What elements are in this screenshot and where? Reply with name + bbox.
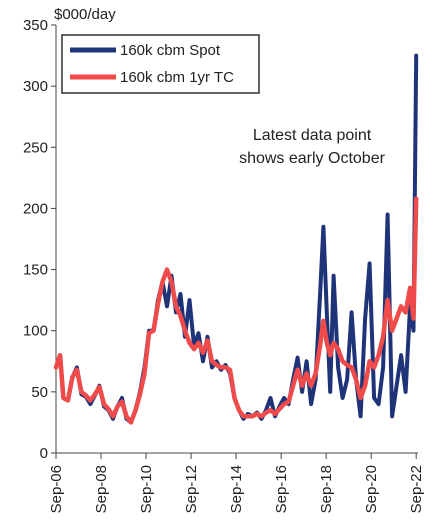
y-tick-label: 150	[23, 262, 48, 279]
x-tick-label: Sep-16	[273, 465, 290, 513]
series-lines	[53, 53, 419, 425]
legend-label-spot: 160k cbm Spot	[120, 42, 221, 59]
y-tick-label: 250	[23, 139, 48, 156]
y-tick-label: 200	[23, 200, 48, 217]
y-axis: 0 50 100 150 200 250 300 350	[23, 17, 57, 462]
x-tick-label: Sep-14	[228, 465, 245, 513]
annotation: Latest data point shows early October	[239, 127, 386, 167]
series-line-tc	[53, 196, 419, 425]
unit-label: $000/day	[54, 6, 116, 23]
annotation-line-2: shows early October	[239, 150, 386, 167]
y-tick-label: 100	[23, 323, 48, 340]
x-tick-label: Sep-10	[138, 465, 155, 513]
annotation-line-1: Latest data point	[253, 127, 372, 144]
y-tick-label: 350	[23, 17, 48, 34]
y-tick-label: 50	[31, 384, 48, 401]
series-line-spot	[54, 53, 419, 425]
y-tick-label: 0	[40, 445, 48, 462]
x-tick-label: Sep-22	[408, 465, 425, 513]
x-tick-label: Sep-08	[93, 465, 110, 513]
x-axis: Sep-06 Sep-08 Sep-10 Sep-12 Sep-14 Sep-16 Sep-…	[48, 452, 425, 513]
x-tick-label: Sep-18	[318, 465, 335, 513]
x-tick-label: Sep-20	[363, 465, 380, 513]
legend-box	[61, 34, 260, 94]
x-tick-label: Sep-12	[183, 465, 200, 513]
legend: 160k cbm Spot 160k cbm 1yr TC	[61, 34, 260, 94]
y-tick-label: 300	[23, 78, 48, 95]
x-tick-label: Sep-06	[48, 465, 65, 513]
legend-label-tc: 160k cbm 1yr TC	[120, 69, 234, 86]
